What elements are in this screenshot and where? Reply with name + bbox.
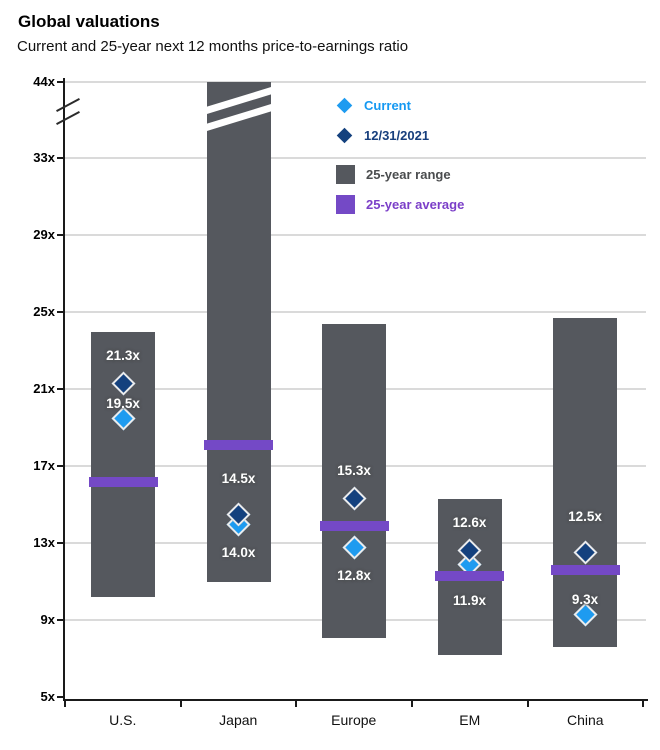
legend-item-range: 25-year range [336,164,451,184]
y-axis-tick [57,81,65,83]
dec-2021-value-label: 15.3x [337,463,371,478]
y-axis-tick [57,311,65,313]
legend: Current 12/31/2021 25-year range 25-year… [336,0,556,230]
y-axis-label: 29x [33,227,55,242]
dec-2021-value-label: 21.3x [106,347,140,363]
range-bar [322,323,386,638]
y-axis-label: 17x [33,458,55,473]
current-value-label: 9.3x [571,591,599,607]
chart-subtitle: Current and 25-year next 12 months price… [17,38,409,55]
current-value-label: 11.9x [452,592,487,608]
x-axis-tick [642,699,644,707]
x-axis-label: EM [459,712,481,728]
y-axis-tick [57,234,65,236]
gridline [65,311,646,313]
x-axis-label: U.S. [109,712,137,728]
average-band [319,520,389,531]
y-axis-label: 25x [33,304,55,319]
legend-label-range: 25-year range [366,166,451,182]
y-axis-label: 5x [40,689,55,704]
legend-item-current: Current [336,95,411,115]
x-axis-label: Europe [331,712,377,728]
dec-2021-diamond-icon [336,127,353,143]
x-axis-tick [64,699,66,707]
chart-title: Global valuations [18,12,160,31]
average-band [88,476,158,487]
dec-2021-value-label: 14.5x [221,470,256,486]
y-axis-tick [57,388,65,390]
x-axis-line [63,699,648,701]
x-axis-tick [411,699,413,707]
x-axis-tick [526,699,529,707]
range-square-icon [336,164,355,184]
gridline [65,157,646,159]
range-bar [206,82,271,582]
x-axis-tick [295,699,297,707]
range-bar [553,318,617,647]
y-axis-label: 9x [40,612,55,627]
y-axis-tick [57,542,65,544]
dec-2021-value-label: 12.5x [568,509,602,524]
current-value-label: 12.8x [337,567,371,583]
gridline [65,234,646,236]
legend-label-dec-2021: 12/31/2021 [364,127,430,143]
legend-item-average: 25-year average [336,194,464,214]
average-square-icon [336,194,355,214]
y-axis-label: 33x [33,150,55,165]
y-axis-label: 44x [33,74,55,89]
axis-break-icon [56,98,80,112]
current-value-label: 19.5x [106,395,140,411]
average-band [435,570,504,581]
y-axis-tick [57,465,65,467]
axis-break-icon [56,111,80,125]
legend-label-current: Current [364,97,411,113]
y-axis-label: 13x [33,535,55,550]
gridline [65,81,646,83]
y-axis-tick [57,696,65,698]
legend-label-average: 25-year average [366,196,465,212]
current-value-label: 14.0x [221,544,256,560]
x-axis-label: Japan [219,712,258,728]
average-band [550,565,620,575]
y-axis-line [63,78,65,701]
y-axis-tick [57,619,65,621]
y-axis-label: 21x [33,381,55,396]
current-diamond-icon [336,97,353,113]
legend-item-dec-2021: 12/31/2021 [336,125,429,145]
dec-2021-value-label: 12.6x [452,515,487,530]
y-axis-tick [57,157,65,159]
average-band [204,440,273,450]
x-axis-label: China [566,712,604,728]
x-axis-tick [179,699,182,707]
